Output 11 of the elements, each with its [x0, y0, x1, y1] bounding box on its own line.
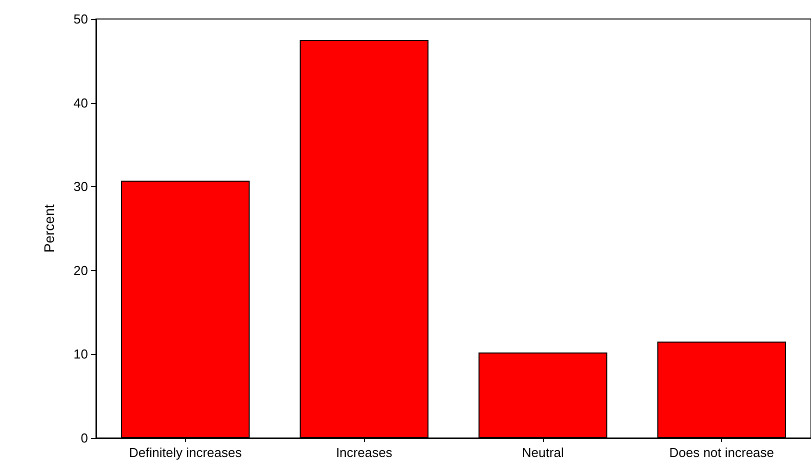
x-tick-label: Does not increase — [669, 445, 774, 460]
y-tick-label: 0 — [80, 430, 88, 446]
x-tick-label: Increases — [336, 445, 393, 460]
x-tick-label: Neutral — [522, 445, 564, 460]
y-tick-label: 20 — [74, 262, 88, 278]
y-tick-label: 50 — [74, 12, 88, 26]
y-tick-label: 30 — [74, 179, 88, 194]
x-tick-label: Definitely increases — [129, 445, 242, 460]
y-tick-label: 10 — [74, 346, 88, 362]
y-axis-title: Percent — [41, 204, 57, 253]
y-tick-label: 40 — [74, 95, 88, 110]
